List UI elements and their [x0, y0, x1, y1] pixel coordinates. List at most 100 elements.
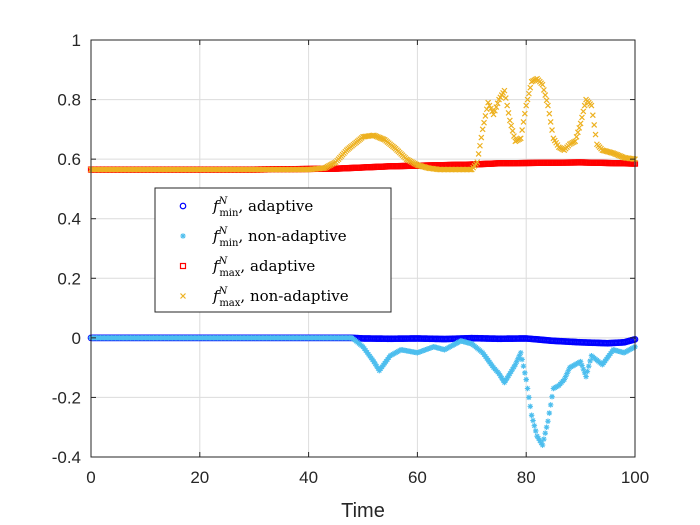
data-point — [479, 126, 486, 133]
y-tick-label: 0 — [72, 329, 81, 348]
data-point — [564, 370, 570, 377]
data-point — [545, 102, 551, 109]
data-point — [512, 361, 519, 368]
data-point — [524, 385, 531, 392]
data-point — [532, 428, 539, 434]
data-point — [505, 373, 512, 379]
data-point — [520, 118, 527, 125]
data-point — [481, 119, 487, 126]
data-point — [576, 124, 583, 131]
legend-entry: fN max, non-adaptive — [180, 286, 349, 309]
data-point — [565, 367, 572, 374]
data-point — [527, 84, 534, 91]
data-point — [591, 121, 598, 128]
legend-label: fN min, adaptive — [212, 196, 313, 219]
data-point — [521, 110, 528, 117]
data-point — [561, 376, 568, 383]
data-point — [589, 112, 596, 119]
data-point — [482, 113, 489, 119]
data-point — [373, 363, 380, 369]
data-point — [562, 373, 569, 380]
y-tick-label: 0.4 — [57, 210, 81, 229]
data-point — [547, 118, 554, 125]
data-point — [577, 358, 584, 365]
x-tick-label: 20 — [190, 468, 209, 487]
data-point — [502, 95, 509, 102]
data-point — [587, 358, 593, 364]
data-point — [523, 102, 530, 109]
data-point — [519, 127, 526, 134]
data-point — [579, 114, 585, 121]
data-point — [583, 373, 589, 380]
data-point — [485, 99, 492, 106]
x-tick-label: 40 — [299, 468, 318, 487]
data-point — [490, 111, 497, 118]
data-point — [477, 142, 483, 149]
legend: fN min, adaptive fN min, non-adaptive fN max,… — [154, 187, 392, 313]
data-point — [523, 376, 529, 383]
legend-entry: fN min, non-adaptive — [180, 226, 347, 249]
data-point — [501, 87, 508, 94]
data-point — [588, 102, 595, 109]
legend-entry: fN max, adaptive — [179, 256, 315, 279]
data-point — [531, 422, 538, 429]
legend-marker — [179, 262, 187, 270]
data-point — [372, 361, 378, 367]
legend-label: fN max, non-adaptive — [212, 286, 349, 309]
data-point — [538, 440, 544, 446]
data-point — [528, 412, 535, 419]
data-point — [513, 358, 520, 365]
data-point — [541, 436, 547, 442]
data-point — [497, 373, 504, 379]
data-point — [487, 105, 494, 112]
data-point — [586, 363, 592, 369]
legend-box — [154, 187, 392, 313]
axis-ticks: 0 20 40 60 80 100 -0.4 -0.2 0 0.2 0.4 0.6 0.8 1 — [52, 31, 649, 487]
data-point — [579, 362, 585, 369]
data-point — [537, 437, 543, 444]
data-point — [516, 352, 523, 359]
data-point — [503, 377, 509, 384]
data-point — [519, 356, 525, 363]
x-tick-label: 0 — [86, 468, 95, 487]
data-point — [371, 358, 377, 365]
data-point — [542, 92, 549, 99]
y-tick-label: 0.6 — [57, 150, 81, 169]
series-1 — [88, 335, 638, 448]
data-point — [535, 435, 542, 442]
data-point — [581, 102, 588, 109]
series-3 — [88, 75, 638, 173]
data-point — [543, 97, 550, 104]
data-point — [504, 375, 510, 381]
data-point — [581, 370, 588, 376]
x-axis-label: Time — [341, 500, 385, 522]
data-point — [543, 424, 550, 430]
data-point — [546, 410, 553, 416]
plot-frame — [90, 39, 636, 458]
data-point — [517, 135, 524, 142]
data-point — [520, 363, 527, 369]
data-point — [494, 100, 501, 107]
data-point — [546, 110, 553, 117]
data-point — [524, 96, 531, 103]
data-point — [592, 131, 599, 138]
data-point — [491, 107, 498, 114]
data-point — [573, 133, 580, 140]
data-point — [507, 370, 513, 377]
x-tick-label: 60 — [408, 468, 427, 487]
legend-label: fN max, adaptive — [212, 256, 315, 279]
data-point — [486, 102, 493, 109]
data-point — [509, 366, 516, 372]
x-tick-label: 80 — [517, 468, 536, 487]
data-point — [515, 355, 521, 362]
data-point — [522, 370, 528, 376]
data-point — [584, 368, 591, 375]
data-point — [540, 86, 547, 93]
data-point — [504, 102, 511, 109]
y-tick-label: -0.2 — [52, 388, 81, 407]
data-point — [549, 127, 555, 134]
data-point — [549, 393, 555, 400]
data-point — [574, 129, 581, 136]
data-point — [475, 151, 482, 157]
